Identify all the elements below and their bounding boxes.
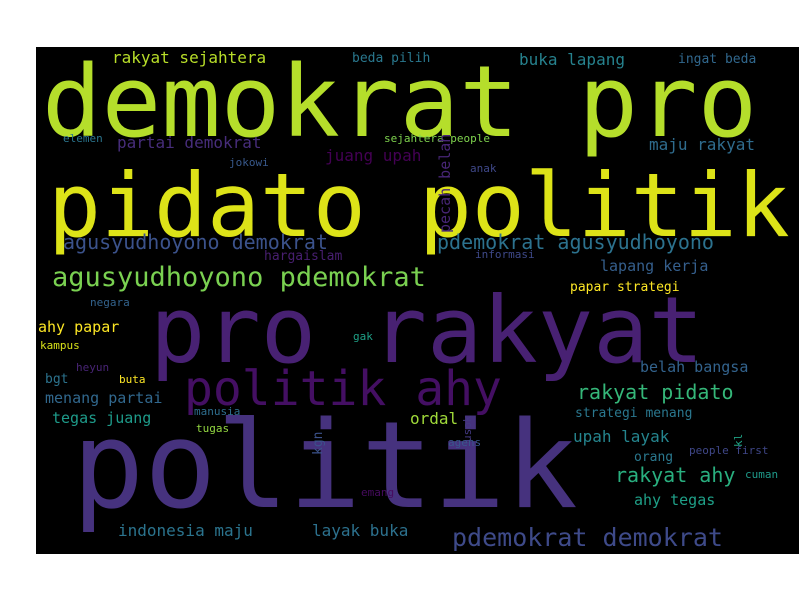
word-rakyat-pidato: rakyat pidato — [577, 380, 734, 404]
word-strategi-menang: strategi menang — [575, 406, 693, 421]
word-pidato-politik: pidato politik — [48, 154, 790, 257]
word-negara: negara — [90, 296, 130, 309]
word-partai-demokrat: partai demokrat — [117, 133, 262, 152]
word-informasi: informasi — [475, 248, 535, 261]
word-rakyat-sejahtera: rakyat sejahtera — [112, 48, 267, 67]
word-hargaislam: hargaislam — [264, 249, 343, 264]
word-ordal: ordal — [410, 409, 459, 428]
word-pecah-belah: pecah belah — [436, 133, 454, 233]
word-pdemokrat-demokrat: pdemokrat demokrat — [452, 523, 723, 552]
word-beda-pilih: beda pilih — [352, 51, 431, 66]
word-agusyudhoyono-demokrat: agusyudhoyono demokrat — [63, 230, 328, 254]
word-sejahtera-people: sejahtera people — [384, 132, 490, 145]
word-jokowi: jokowi — [229, 156, 269, 169]
word-menang-partai: menang partai — [45, 389, 163, 407]
word-heyun: heyun — [76, 361, 110, 374]
word-kampus: kampus — [40, 339, 80, 352]
word-pdemokrat-agusyudhoyono: pdemokrat agusyudhoyono — [437, 230, 714, 254]
word-lapang-kerja: lapang kerja — [600, 257, 709, 275]
word-cuman: cuman — [745, 468, 779, 481]
word-layak-buka: layak buka — [312, 521, 409, 540]
word-bgt: bgt — [45, 372, 69, 387]
word-people-first: people first — [689, 444, 769, 457]
word-agens: agens — [448, 436, 482, 449]
word-pro-rakyat: pro rakyat — [150, 277, 704, 384]
word-ahy-papar: ahy papar — [38, 318, 120, 336]
word-belah-bangsa: belah bangsa — [640, 358, 749, 376]
word-ingat-beda: ingat beda — [678, 52, 757, 67]
word-anak: anak — [470, 162, 497, 175]
word-maju-rakyat: maju rakyat — [649, 135, 755, 154]
word-gak: gak — [353, 330, 373, 343]
word-manusia: manusia — [194, 405, 241, 418]
word-orang: orang — [634, 450, 674, 465]
word-papar-strategi: papar strategi — [570, 280, 680, 295]
word-tegas-juang: tegas juang — [52, 409, 152, 427]
word-upah-layak: upah layak — [573, 427, 670, 446]
word-tugas: tugas — [196, 422, 230, 435]
word-rakyat-ahy: rakyat ahy — [615, 463, 736, 487]
word-ahy-tegas: ahy tegas — [634, 491, 716, 509]
word-cloud: demokrat pro pidato politik pro rakyat p… — [36, 47, 799, 554]
word-emang: emang — [361, 486, 395, 499]
word-politik: politik — [72, 397, 578, 536]
word-agusyudhoyono-pdemokrat: agusyudhoyono pdemokrat — [52, 262, 426, 293]
word-kgn: kgn — [311, 431, 326, 455]
word-politik-ahy: politik ahy — [184, 361, 502, 417]
word-buka-lapang: buka lapang — [519, 50, 625, 69]
word-juang-upah: juang upah — [325, 146, 422, 165]
word-demokrat-pro: demokrat pro — [42, 47, 758, 160]
word-elemen: elemen — [63, 132, 103, 145]
word-indonesia-maju: indonesia maju — [118, 521, 253, 540]
word-buta: buta — [119, 373, 146, 386]
